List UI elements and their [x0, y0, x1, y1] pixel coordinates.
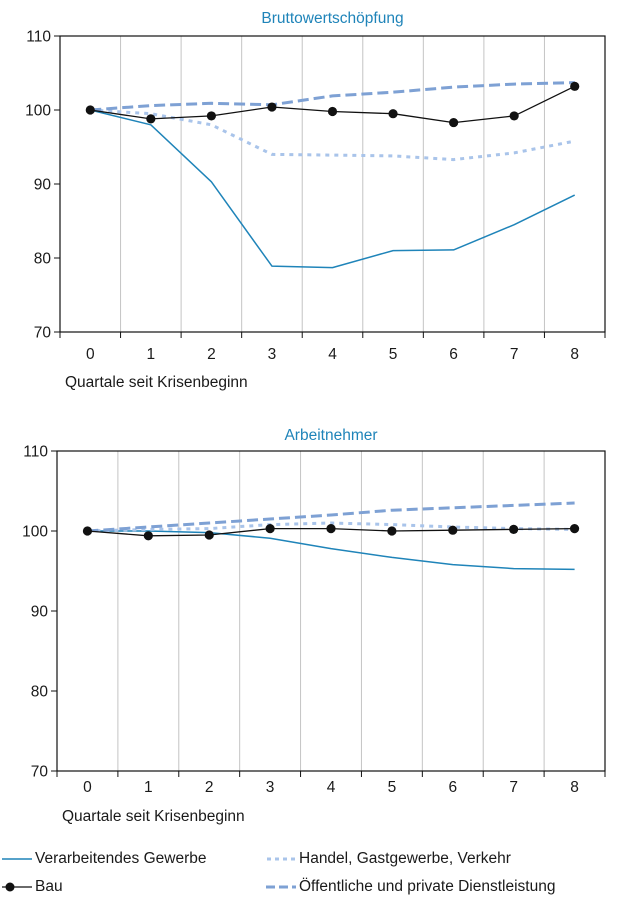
x-tick-label: 7 [510, 346, 519, 363]
series-line-dienst [90, 81, 575, 112]
data-point-bau [265, 524, 275, 534]
legend-swatch-dashed [266, 885, 296, 889]
x-tick-label: 6 [448, 779, 457, 796]
x-tick-label: 0 [83, 779, 92, 796]
data-point-bau [267, 102, 277, 112]
chart-title: Bruttowertschöpfung [261, 10, 403, 27]
data-point-bau [448, 525, 458, 535]
y-tick-label: 100 [25, 103, 51, 120]
y-tick-label: 100 [22, 524, 48, 541]
data-point-bau [570, 81, 580, 91]
legend-swatch-solid [2, 858, 32, 860]
x-tick-label: 4 [327, 779, 336, 796]
data-point-bau [327, 106, 338, 117]
y-tick-label: 110 [26, 29, 51, 46]
series-line-verarbeitend [90, 109, 576, 269]
x-tick-label: 1 [147, 346, 156, 363]
legend-item-dienstleistung: Öffentliche und private Dienstleistung [266, 878, 555, 896]
legend-label: Verarbeitendes Gewerbe [35, 850, 207, 867]
y-tick-label: 80 [31, 684, 49, 701]
data-point-bau [143, 531, 153, 541]
data-point-bau [326, 524, 336, 534]
legend-item-bau: Bau [2, 878, 63, 896]
x-tick-label: 6 [449, 346, 458, 363]
legend-label: Bau [35, 878, 63, 895]
legend-item-handel: Handel, Gastgewerbe, Verkehr [266, 850, 511, 868]
x-tick-label: 5 [388, 779, 397, 796]
y-tick-label: 80 [34, 251, 52, 268]
series-line-verarbeitend [87, 530, 575, 571]
x-tick-label: 2 [205, 779, 214, 796]
data-point-bau [509, 524, 519, 535]
x-tick-label: 1 [144, 779, 153, 796]
x-tick-label: 8 [570, 346, 579, 363]
data-point-bau [569, 524, 580, 534]
y-tick-label: 70 [34, 325, 52, 342]
data-point-bau [388, 109, 398, 119]
x-tick-label: 0 [86, 346, 95, 363]
y-tick-label: 70 [31, 764, 49, 781]
y-tick-label: 90 [31, 604, 49, 621]
chart-title: Arbeitnehmer [284, 427, 377, 444]
x-tick-label: 4 [328, 346, 337, 363]
legend: Verarbeitendes Gewerbe Handel, Gastgewer… [0, 850, 617, 905]
legend-swatch-dotted [267, 857, 296, 861]
data-point-bau [387, 526, 397, 536]
data-point-bau [206, 111, 216, 121]
x-tick-label: 7 [509, 779, 518, 796]
y-tick-label: 110 [23, 444, 48, 461]
data-point-bau [82, 526, 93, 536]
plot-frame [59, 35, 606, 333]
series-line-dienst [87, 501, 575, 533]
legend-item-verarbeitendes-gewerbe: Verarbeitendes Gewerbe [2, 850, 206, 868]
data-point-bau [85, 105, 95, 115]
x-tick-label: 5 [389, 346, 398, 363]
data-point-bau [204, 530, 214, 540]
y-tick-label: 90 [34, 177, 52, 194]
legend-label: Handel, Gastgewerbe, Verkehr [299, 850, 511, 867]
legend-swatch-marker [2, 882, 32, 892]
x-axis-label: Quartale seit Krisenbeginn [62, 808, 245, 825]
data-point-bau [509, 111, 519, 121]
x-tick-label: 3 [266, 779, 275, 796]
legend-label: Öffentliche und private Dienstleistung [299, 878, 556, 895]
x-axis-label: Quartale seit Krisenbeginn [65, 374, 248, 391]
data-point-bau [146, 114, 156, 124]
plot-frame [56, 450, 606, 772]
data-point-bau [449, 117, 459, 128]
x-tick-label: 8 [570, 779, 579, 796]
x-tick-label: 2 [207, 346, 216, 363]
series-line-handel [87, 521, 575, 533]
x-tick-label: 3 [268, 346, 277, 363]
